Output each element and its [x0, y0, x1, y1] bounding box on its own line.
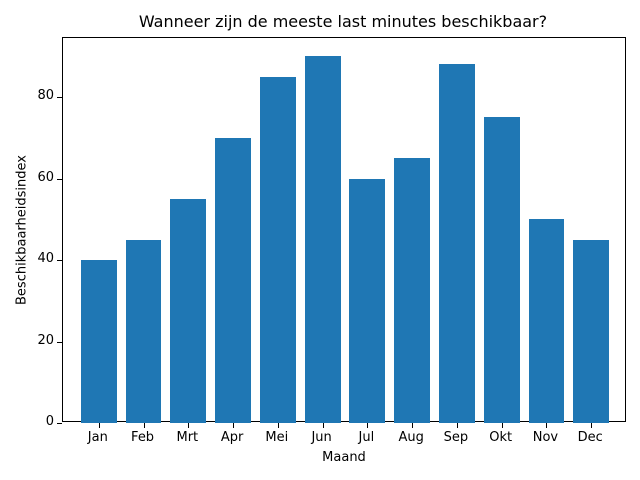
x-tick-label: Jul [358, 430, 375, 445]
x-tick-label: Dec [577, 430, 603, 445]
x-tick-label: Okt [489, 430, 513, 445]
bar-sep [439, 64, 475, 423]
bar-jun [304, 56, 341, 423]
x-tick [412, 423, 414, 428]
x-tick [546, 423, 548, 428]
x-tick-label: Mrt [176, 430, 199, 445]
bar-jul [349, 178, 386, 423]
x-tick [367, 423, 369, 428]
x-tick [98, 423, 100, 428]
bar-apr [215, 137, 251, 423]
y-tick-label: 20 [37, 332, 54, 348]
x-tick [501, 423, 503, 428]
chart-title: Wanneer zijn de meeste last minutes besc… [138, 12, 548, 31]
x-tick-label: Apr [220, 430, 244, 445]
x-tick-label: Feb [131, 430, 155, 445]
y-tick-label: 0 [45, 414, 54, 429]
y-tick [57, 178, 62, 180]
y-tick [57, 341, 62, 343]
bar-mrt [170, 198, 207, 423]
x-tick-label: Aug [398, 430, 424, 445]
x-tick [143, 423, 145, 428]
x-tick-label: Nov [532, 430, 559, 445]
bar-jan [80, 260, 117, 423]
x-tick [277, 423, 279, 428]
x-axis-label: Maand [322, 450, 366, 465]
y-tick [57, 423, 62, 424]
x-tick [188, 423, 190, 428]
x-tick-label: Mei [265, 430, 289, 445]
x-tick [322, 423, 324, 428]
bar-nov [528, 219, 565, 423]
x-tick-label: Jan [87, 430, 108, 445]
bar-dec [573, 239, 610, 423]
y-tick [57, 260, 62, 262]
bar-aug [394, 158, 431, 423]
x-tick [233, 423, 235, 428]
x-tick [456, 423, 458, 428]
bar-okt [483, 117, 520, 423]
bar-feb [125, 239, 162, 423]
y-tick [57, 97, 62, 99]
x-tick [591, 423, 593, 428]
plot-area [57, 37, 626, 428]
y-tick-label: 40 [37, 251, 54, 267]
y-tick-label: 60 [37, 169, 54, 185]
y-tick-label: 80 [37, 88, 54, 104]
x-tick-label: Sep [443, 430, 469, 445]
x-tick-label: Jun [311, 430, 332, 445]
bar-mei [259, 76, 296, 423]
